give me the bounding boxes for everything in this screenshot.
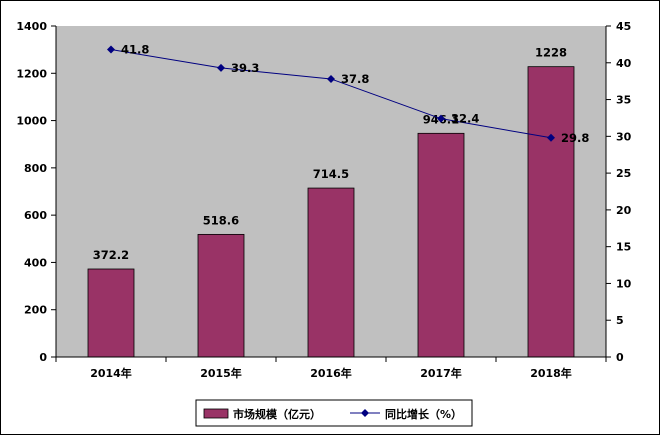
- y2-tick-label-9: 45: [616, 20, 631, 33]
- y2-tick-label-1: 5: [616, 314, 624, 327]
- x-tick-label-3: 2017年: [420, 366, 462, 380]
- y-tick-label-0: 0: [39, 351, 47, 364]
- bar-2: [307, 187, 355, 358]
- line-series: 41.8 39.3 37.8 32.4 29.8: [107, 43, 589, 145]
- y-tick-label-3: 600: [24, 209, 47, 222]
- y2-tick-label-0: 0: [616, 351, 624, 364]
- line-label-2: 37.8: [341, 72, 369, 86]
- legend-line-label: 同比增长（%）: [385, 407, 462, 421]
- line-point-0: [107, 45, 115, 54]
- x-tick-label-1: 2015年: [200, 366, 242, 380]
- bar-3: [417, 132, 465, 358]
- bar-0: [87, 268, 135, 358]
- y-tick-label-6: 1200: [16, 67, 47, 80]
- bar-label-0: 372.2: [93, 248, 129, 262]
- y2-tick-label-3: 15: [616, 241, 631, 254]
- line-point-2: [327, 74, 335, 83]
- y2-tick-label-4: 20: [616, 204, 632, 217]
- bar-label-1: 518.6: [203, 213, 239, 227]
- x-tick-label-2: 2016年: [310, 366, 352, 380]
- y2-tick-label-2: 10: [616, 277, 632, 290]
- line-label-1: 39.3: [231, 61, 259, 75]
- x-tick-label-0: 2014年: [90, 366, 132, 380]
- line-point-4: [547, 133, 555, 142]
- legend-box: [195, 399, 473, 427]
- bar-label-2: 714.5: [313, 167, 349, 181]
- y2-tick-label-7: 35: [616, 94, 631, 107]
- legend-bar-swatch: [203, 408, 229, 419]
- line-label-0: 41.8: [121, 43, 149, 57]
- y-tick-label-5: 1000: [16, 115, 47, 128]
- bar-label-4: 1228: [535, 46, 567, 60]
- line-point-1: [217, 63, 225, 72]
- y-tick-label-7: 1400: [16, 20, 47, 33]
- x-tick-label-4: 2018年: [530, 366, 572, 380]
- y2-tick-label-6: 30: [616, 130, 632, 143]
- line-label-4: 29.8: [561, 131, 589, 145]
- line-label-3: 32.4: [451, 112, 479, 126]
- legend: 市场规模（亿元） 同比增长（%）: [195, 399, 473, 427]
- y-tick-label-2: 400: [24, 256, 47, 269]
- y-tick-label-4: 800: [24, 162, 47, 175]
- line-point-3: [437, 114, 445, 123]
- y2-tick-label-5: 25: [616, 167, 631, 180]
- bar-4: [527, 66, 575, 358]
- y-tick-label-1: 200: [24, 304, 47, 317]
- axes: 0 200 400 600 800 1000 1200 1400 0 5 10 15 20 25 30 35 4…: [16, 20, 631, 380]
- legend-line-marker: [361, 409, 369, 417]
- legend-bar-label: 市场规模（亿元）: [233, 407, 321, 421]
- y2-tick-label-8: 40: [616, 57, 632, 70]
- bar-1: [197, 233, 245, 358]
